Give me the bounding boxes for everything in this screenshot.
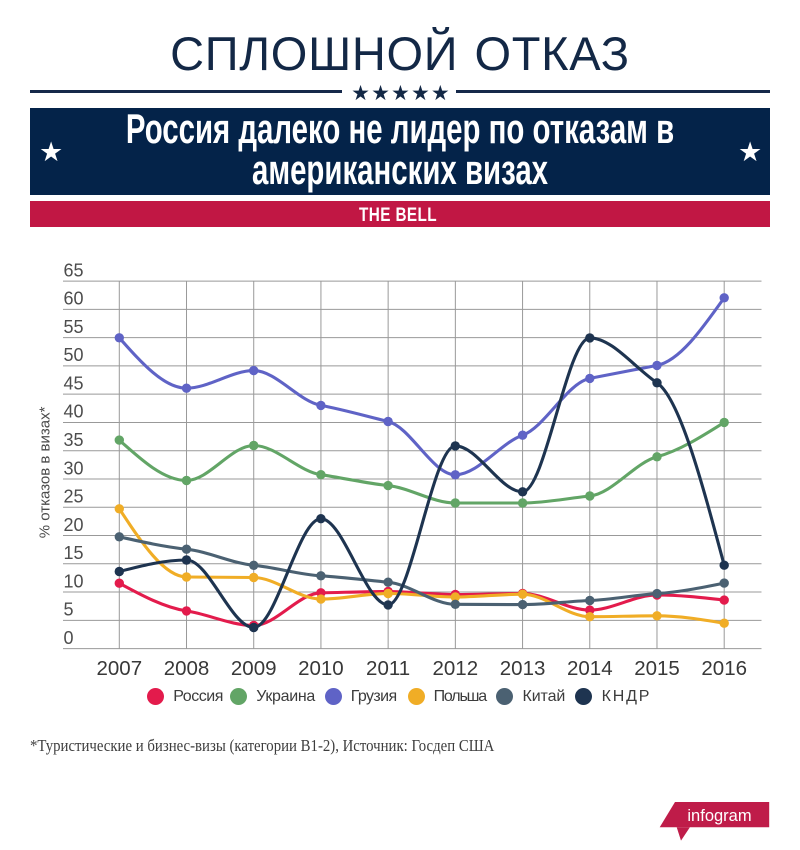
svg-text:2008: 2008 — [164, 657, 210, 680]
svg-text:45: 45 — [64, 374, 84, 394]
svg-text:2012: 2012 — [432, 657, 478, 680]
svg-text:35: 35 — [64, 430, 84, 450]
svg-text:60: 60 — [64, 289, 84, 309]
svg-text:25: 25 — [64, 487, 84, 507]
svg-text:15: 15 — [64, 543, 84, 563]
svg-text:2016: 2016 — [701, 657, 747, 680]
svg-text:2014: 2014 — [567, 657, 613, 680]
svg-text:5: 5 — [64, 600, 74, 620]
svg-text:10: 10 — [64, 571, 84, 591]
svg-text:65: 65 — [64, 260, 84, 280]
svg-text:2007: 2007 — [96, 657, 142, 680]
svg-text:2011: 2011 — [366, 657, 410, 680]
svg-text:30: 30 — [64, 458, 84, 478]
svg-text:20: 20 — [64, 515, 84, 535]
svg-text:50: 50 — [64, 345, 84, 365]
svg-text:2015: 2015 — [634, 657, 680, 680]
svg-text:40: 40 — [64, 402, 84, 422]
svg-text:2013: 2013 — [500, 657, 546, 680]
svg-text:0: 0 — [64, 628, 74, 648]
svg-text:2010: 2010 — [298, 657, 344, 680]
svg-text:2009: 2009 — [231, 657, 277, 680]
svg-text:55: 55 — [64, 317, 84, 337]
